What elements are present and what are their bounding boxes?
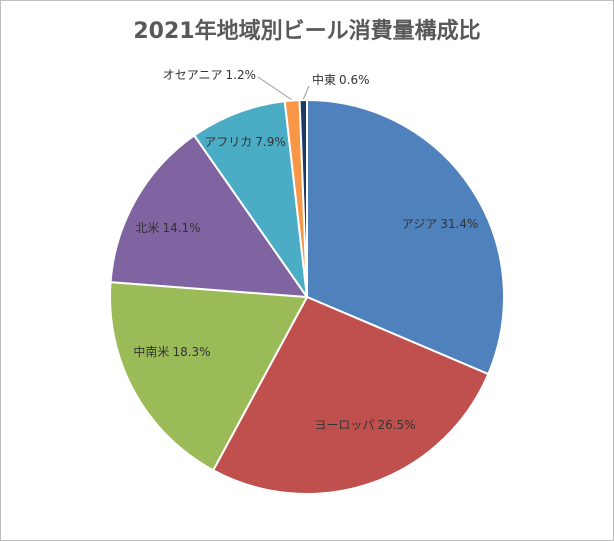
category-label: アフリカ — [204, 135, 252, 149]
category-label: 中東 — [312, 72, 336, 87]
value-label: 31.4% — [440, 217, 478, 231]
category-label: アジア — [402, 217, 438, 231]
data-label: ヨーロッパ 26.5% — [314, 418, 415, 432]
category-label: ヨーロッパ — [314, 418, 374, 432]
data-label: オセアニア 1.2% — [163, 68, 256, 82]
value-label: 0.6% — [339, 73, 370, 87]
leader-line — [302, 85, 310, 101]
category-label: 北米 — [135, 221, 159, 235]
value-label: 18.3% — [172, 345, 210, 359]
data-label: アフリカ 7.9% — [204, 135, 286, 149]
value-label: 7.9% — [255, 135, 286, 149]
pie-slice — [306, 98, 505, 376]
value-label: 1.2% — [226, 68, 257, 82]
category-label: 中南米 — [133, 344, 169, 359]
pie-slice — [211, 295, 490, 495]
value-label: 26.5% — [377, 418, 415, 432]
pie-slice — [298, 98, 308, 298]
pie-slice — [109, 281, 309, 472]
value-label: 14.1% — [162, 221, 200, 235]
data-label: 北米 14.1% — [135, 221, 200, 235]
data-label: 中南米 18.3% — [133, 344, 210, 359]
pie-slice — [109, 134, 310, 299]
category-label: オセアニア — [163, 68, 223, 82]
leader-line — [257, 76, 293, 101]
pie-slice — [192, 100, 308, 298]
data-label: 中東 0.6% — [312, 72, 370, 87]
chart-title: 2021年地域別ビール消費量構成比 — [133, 18, 480, 44]
data-label: アジア 31.4% — [402, 217, 479, 231]
